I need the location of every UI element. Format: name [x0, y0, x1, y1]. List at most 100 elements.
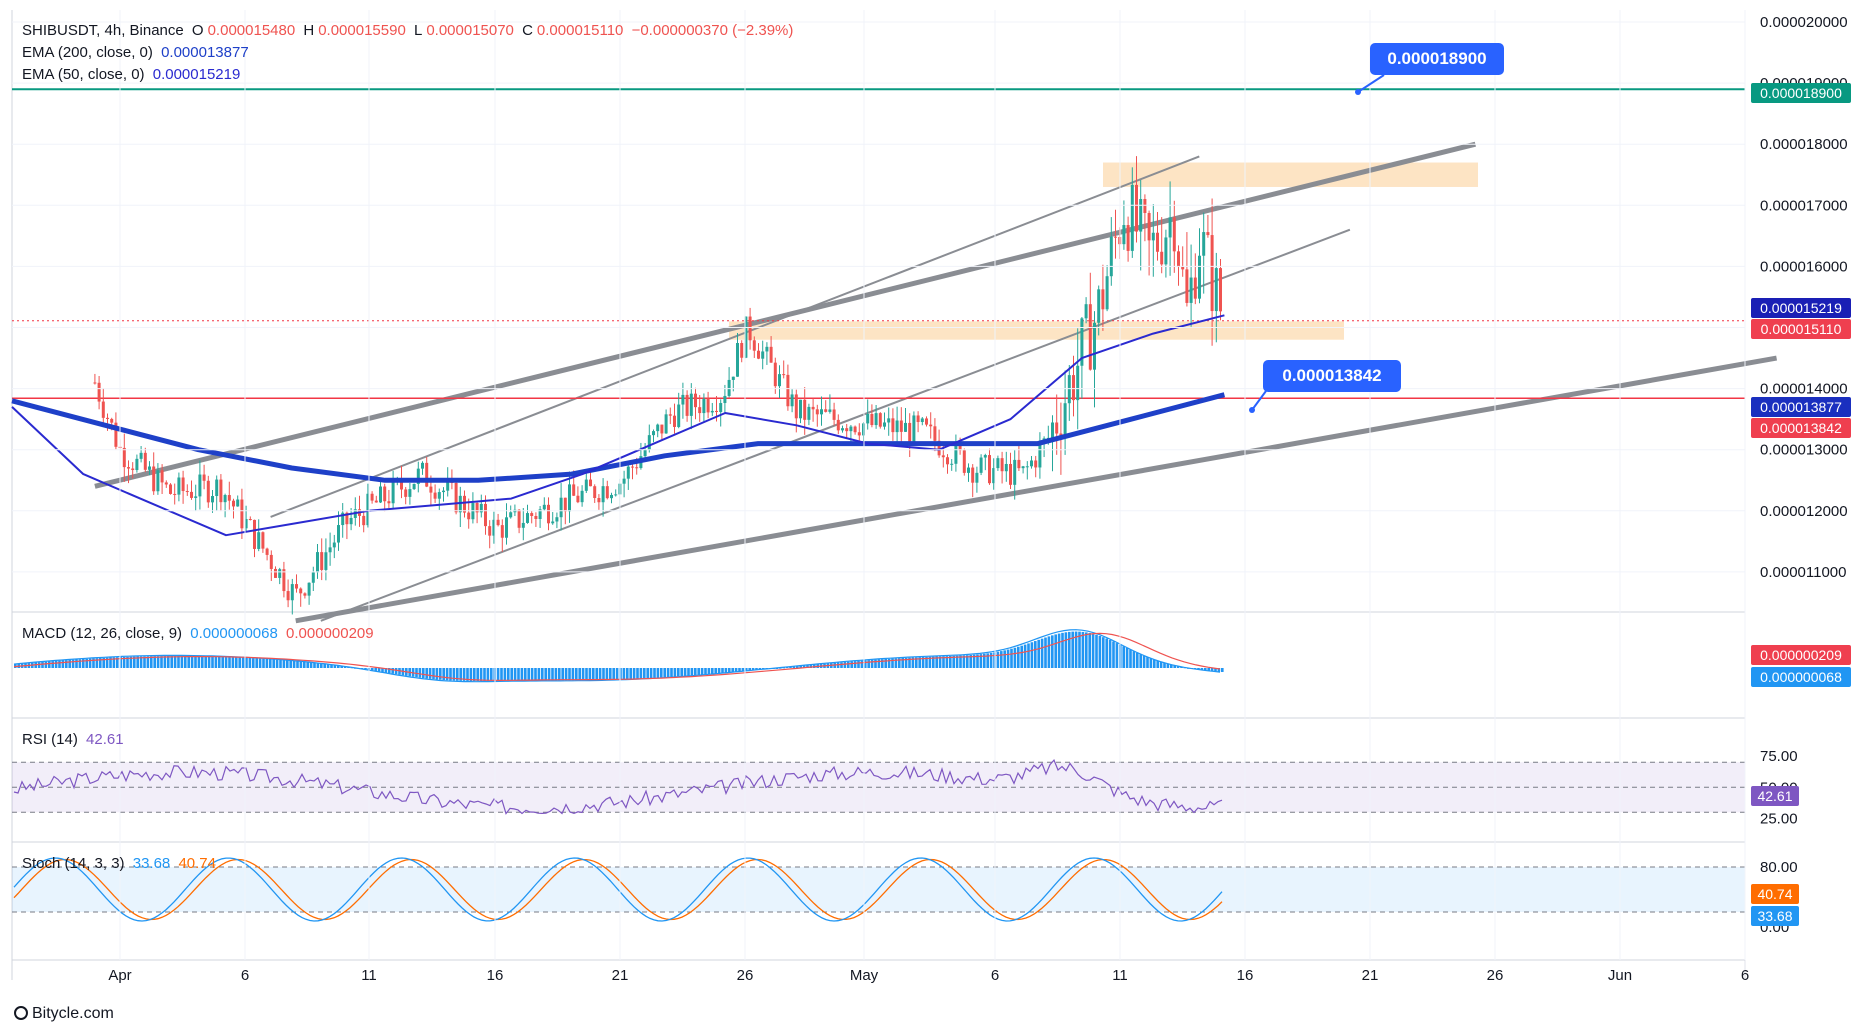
macd-histogram-bar: [932, 656, 935, 668]
macd-histogram-bar: [575, 668, 578, 681]
macd-histogram-bar: [605, 668, 609, 680]
candle-body: [920, 418, 924, 423]
macd-histogram-bar: [459, 668, 462, 681]
stoch-legend[interactable]: Stoch (14, 3, 3) 33.68 40.74: [22, 855, 220, 873]
symbol-legend[interactable]: SHIBUSDT, 4h, Binance O 0.000015480 H 0.00…: [22, 22, 797, 40]
macd-histogram-bar: [286, 660, 289, 668]
macd-histogram-bar: [915, 657, 918, 668]
macd-histogram-bar: [214, 656, 218, 668]
ohlc-low: L 0.000015070: [413, 22, 514, 39]
macd-histogram-bar: [204, 656, 207, 668]
macd-histogram-bar: [507, 668, 510, 681]
macd-histogram-bar: [534, 668, 537, 681]
macd-legend[interactable]: MACD (12, 26, close, 9) 0.000000068 0.00…: [22, 625, 378, 643]
macd-histogram-bar: [1142, 655, 1146, 668]
svg-text:42.61: 42.61: [1757, 788, 1792, 804]
candle-body: [1214, 268, 1218, 312]
candle-body: [782, 374, 786, 376]
candle-body: [194, 496, 198, 498]
candle-body: [219, 479, 223, 503]
macd-histogram-bar: [568, 668, 571, 681]
candle-body: [778, 374, 781, 387]
candle-body: [610, 494, 613, 499]
candle-body: [719, 403, 723, 413]
price-axis[interactable]: 0.0000200000.0000190000.0000180000.00001…: [12, 14, 1848, 581]
price-tick-label: 0.000012000: [1760, 503, 1848, 520]
macd-histogram-bar: [136, 656, 139, 668]
candle-body: [492, 519, 496, 536]
macd-histogram-bar: [666, 668, 670, 678]
macd-histogram-bar: [252, 658, 255, 668]
resistance-callout[interactable]: 0.000018900: [1355, 43, 1504, 95]
candle-body: [311, 572, 315, 583]
candle-body: [496, 519, 500, 526]
candle-body: [488, 526, 492, 536]
macd-histogram-bar: [381, 668, 384, 672]
macd-histogram-bar: [71, 659, 75, 668]
ema200-legend[interactable]: EMA (200, close, 0) 0.000013877: [22, 44, 253, 62]
macd-histogram-bar: [643, 668, 646, 679]
candle-body: [475, 503, 479, 513]
macd-histogram-bar: [609, 668, 612, 680]
macd-signal-line: [13, 632, 1221, 682]
macd-histogram-bar: [959, 655, 962, 668]
trendline-lower: [295, 355, 1778, 624]
macd-histogram-bar: [571, 668, 575, 681]
candle-body: [244, 518, 248, 529]
rsi-legend[interactable]: RSI (14) 42.61: [22, 731, 128, 749]
macd-histogram-bar: [160, 656, 163, 668]
candle-body: [1076, 365, 1080, 401]
symbol-name: SHIBUSDT, 4h, Binance: [22, 22, 184, 39]
macd-histogram-bar: [1095, 634, 1098, 668]
macd-histogram-bar: [245, 657, 248, 668]
candle-body: [1181, 266, 1185, 270]
candle-body: [820, 409, 823, 415]
candle-body: [265, 548, 269, 555]
candle-body: [568, 484, 571, 512]
candle-body: [752, 340, 756, 351]
macd-histogram-bar: [211, 656, 214, 668]
candle-body: [677, 404, 681, 427]
macd-histogram-bar: [119, 657, 122, 668]
candle-body: [521, 522, 525, 528]
stoch-k-value: 33.68: [132, 855, 171, 872]
macd-histogram-bar: [966, 655, 969, 668]
candle-body: [479, 503, 483, 513]
footer-brand[interactable]: Bitycle.com: [14, 1005, 114, 1023]
macd-histogram-bar: [697, 668, 700, 675]
candle-body: [509, 512, 513, 518]
candle-body: [337, 525, 340, 543]
time-axis[interactable]: Apr 6 11 16 21 26 May 6 11 16 21 26 Jun 6: [108, 10, 1749, 984]
macd-histogram-bar: [466, 668, 469, 681]
time-tick-label: 16: [487, 967, 504, 984]
macd-histogram-bar: [891, 658, 894, 668]
macd-histogram-bar: [707, 668, 711, 675]
candle-body: [181, 477, 185, 492]
macd-histogram-bar: [330, 664, 333, 668]
macd-histogram-bar: [969, 654, 972, 668]
macd-histogram-bar: [129, 656, 133, 668]
macd-histogram-bar: [371, 668, 374, 671]
ema50-legend[interactable]: EMA (50, close, 0) 0.000015219: [22, 66, 244, 84]
macd-histogram-bar: [687, 668, 690, 676]
candle-body: [601, 486, 605, 503]
resistance-callout-text: 0.000018900: [1387, 49, 1486, 68]
macd-histogram-bar: [428, 668, 432, 679]
candle-body: [538, 509, 542, 519]
macd-histogram-bar: [44, 661, 48, 668]
macd-histogram-bar: [581, 668, 585, 681]
macd-label: MACD (12, 26, close, 9): [22, 625, 183, 642]
candle-body: [727, 379, 731, 396]
macd-histogram-bar: [394, 668, 398, 675]
macd-histogram-bar: [663, 668, 666, 678]
candle-body: [904, 422, 907, 432]
macd-histogram-bar: [65, 660, 68, 668]
candle-body: [542, 504, 546, 510]
macd-histogram-bar: [435, 668, 439, 680]
macd-histogram-bar: [588, 668, 592, 681]
macd-histogram-bar: [714, 668, 717, 674]
support-callout[interactable]: 0.000013842: [1249, 360, 1401, 413]
macd-histogram-bar: [741, 668, 745, 672]
candle-body: [505, 517, 508, 538]
